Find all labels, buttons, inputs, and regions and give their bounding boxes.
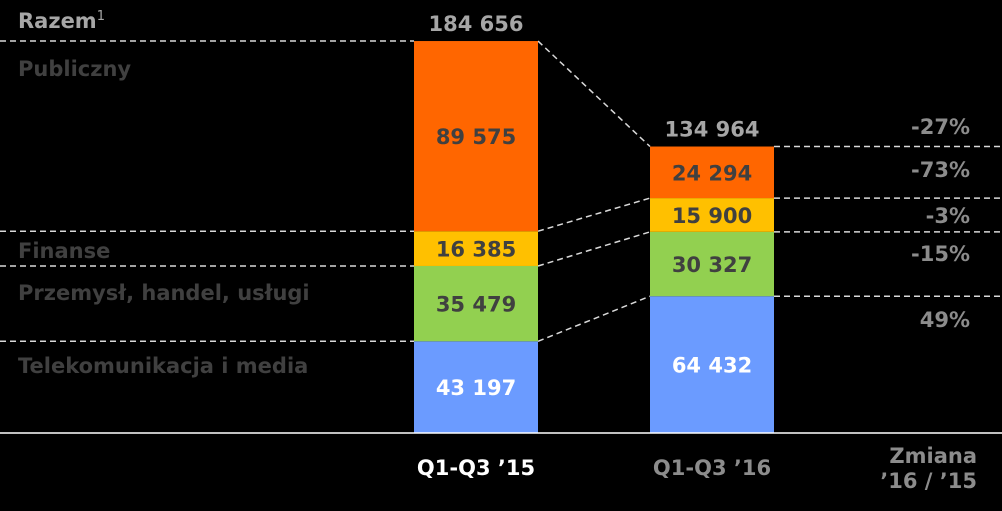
bridge-line-total xyxy=(537,40,651,148)
change-label-total: -27% xyxy=(911,115,970,139)
data-label-finanse-1: 16 385 xyxy=(436,238,516,262)
bar-finanse-1 xyxy=(414,231,538,266)
category-label-1: Q1-Q3 ’15 xyxy=(417,456,535,480)
total-series-label: Razem1 xyxy=(18,9,105,33)
bar-przemys-handel-us-ugi-1 xyxy=(414,265,538,342)
labels: 43 197 35 479 16 385 89 575 64 432 30 327 15 9… xyxy=(18,9,977,493)
bar-finanse-2 xyxy=(650,198,774,232)
category-label-2: Q1-Q3 ’16 xyxy=(653,456,771,480)
series-label-finanse: Finanse xyxy=(18,239,110,263)
change-label-publiczny: -73% xyxy=(911,158,970,182)
data-label-przemys-handel-us-ugi-2: 30 327 xyxy=(672,253,752,277)
total-label-1: 184 656 xyxy=(429,12,524,36)
series-label-przemys-handel-us-ugi: Przemysł, handel, usługi xyxy=(18,281,310,305)
connector-lines xyxy=(0,40,1002,343)
change-header-line-2: ’16 / ’15 xyxy=(880,469,977,493)
series-label-telekomunikacja-i-media: Telekomunikacja i media xyxy=(18,354,308,378)
change-label-przemys-handel-us-ugi: -15% xyxy=(911,242,970,266)
bar-publiczny-1 xyxy=(414,41,538,232)
bridge-line-przemys-handel-us-ugi xyxy=(537,231,651,267)
change-label-finanse: -3% xyxy=(926,204,970,228)
data-label-finanse-2: 15 900 xyxy=(672,204,752,228)
bar-przemys-handel-us-ugi-2 xyxy=(650,231,774,297)
bridge-line-finanse xyxy=(537,197,651,232)
series-label-publiczny: Publiczny xyxy=(18,57,131,81)
bar-publiczny-2 xyxy=(650,146,774,199)
data-label-telekomunikacja-i-media-1: 43 197 xyxy=(436,376,516,400)
total-label-2: 134 964 xyxy=(665,118,760,142)
change-label-telekomunikacja-i-media: 49% xyxy=(920,308,970,332)
bar-telekomunikacja-i-media-1 xyxy=(414,341,538,433)
bridge-line-telekomunikacja-i-media xyxy=(537,295,651,342)
data-label-telekomunikacja-i-media-2: 64 432 xyxy=(672,354,752,378)
change-header-line-1: Zmiana xyxy=(889,444,977,468)
data-label-przemys-handel-us-ugi-1: 35 479 xyxy=(436,293,516,317)
data-label-publiczny-2: 24 294 xyxy=(672,161,752,185)
bar-telekomunikacja-i-media-2 xyxy=(650,296,774,433)
data-label-publiczny-1: 89 575 xyxy=(436,125,516,149)
bars xyxy=(414,41,774,433)
